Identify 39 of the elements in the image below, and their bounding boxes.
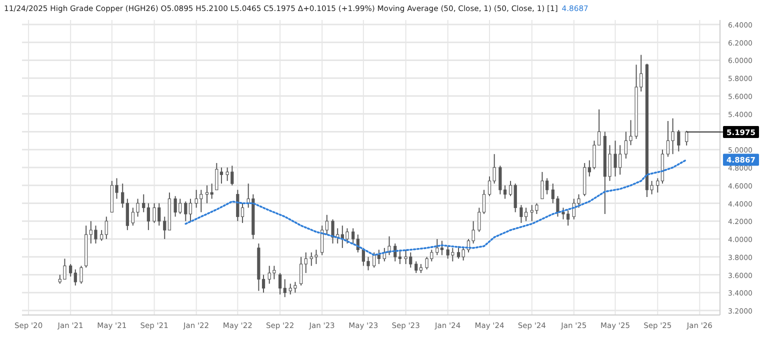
candlestick xyxy=(146,202,150,231)
candlestick xyxy=(488,176,492,197)
candlestick xyxy=(104,216,108,240)
candlestick xyxy=(414,260,418,274)
candlestick xyxy=(240,202,244,224)
candlestick xyxy=(188,198,192,222)
candlestick xyxy=(74,268,77,286)
candlestick xyxy=(121,183,124,208)
candlestick xyxy=(508,180,512,197)
candlestick xyxy=(440,240,444,256)
candlestick xyxy=(100,230,104,242)
candlestick xyxy=(462,247,465,261)
candlestick xyxy=(492,154,496,184)
candlestick xyxy=(685,130,688,146)
candlestick xyxy=(514,183,517,213)
candlestick xyxy=(352,228,355,244)
candlestick xyxy=(215,162,218,190)
candlestick xyxy=(656,178,660,194)
candlestick xyxy=(220,167,224,184)
candlestick xyxy=(163,216,166,240)
candlestick xyxy=(372,252,376,268)
candlestick xyxy=(205,184,209,204)
candlestick xyxy=(236,189,240,222)
candlestick xyxy=(300,256,303,286)
candlestick xyxy=(69,264,72,278)
candlestick xyxy=(304,252,308,274)
candlestick xyxy=(278,272,282,295)
candlestick xyxy=(80,265,83,284)
candlestick xyxy=(210,183,214,200)
candlestick xyxy=(677,129,680,152)
candlestick xyxy=(377,249,380,265)
candlestick xyxy=(436,238,439,256)
candlestick xyxy=(126,198,129,231)
candlestick xyxy=(325,214,328,236)
candlestick xyxy=(142,194,146,213)
candlestick xyxy=(456,246,460,260)
candlestick xyxy=(398,249,402,265)
candlestick xyxy=(184,200,188,222)
candlestick xyxy=(283,278,286,298)
